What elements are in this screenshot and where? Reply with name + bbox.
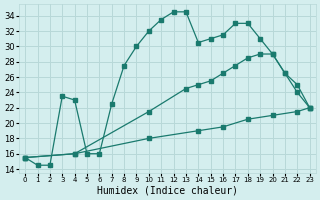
X-axis label: Humidex (Indice chaleur): Humidex (Indice chaleur): [97, 186, 238, 196]
